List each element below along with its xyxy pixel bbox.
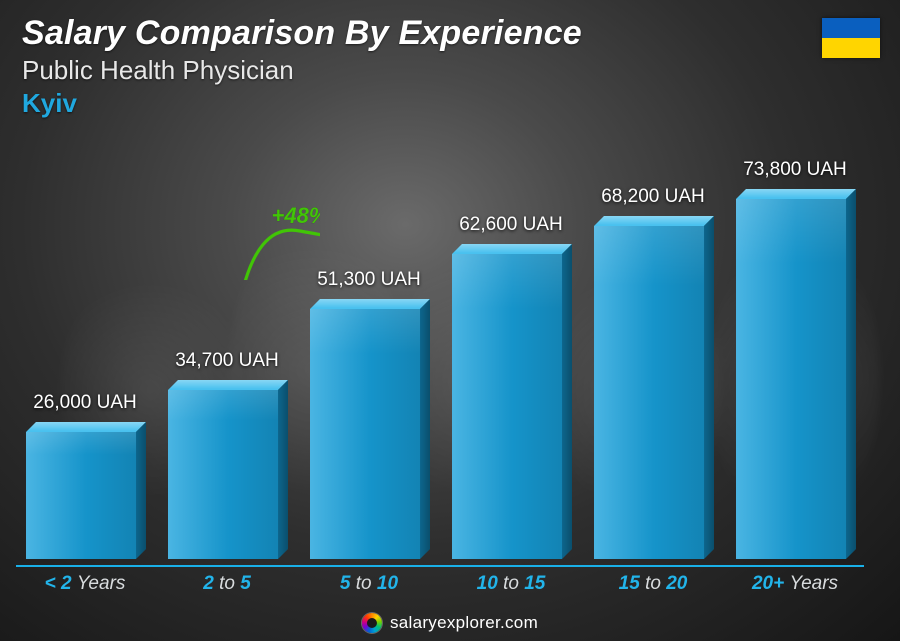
salary-bar-chart: 26,000 UAH 34,700 UAH 51,300 UAH 62,600 UAH… (20, 130, 860, 601)
xtick-mid: to (645, 573, 661, 594)
xtick-post: 20 (666, 573, 687, 594)
x-tick: 5 to 10 (304, 565, 434, 601)
xtick-mid: to (219, 573, 235, 594)
xtick-post: 10 (377, 573, 398, 594)
xtick-post: Years (789, 573, 838, 594)
footer-brand: salaryexplorer.com (362, 613, 538, 633)
x-tick: < 2 Years (20, 565, 150, 601)
bar-value-label: 73,800 UAH (743, 159, 847, 181)
chart-subtitle: Public Health Physician (22, 55, 820, 86)
xtick-pre: 20+ (752, 573, 784, 594)
bar-value-label: 34,700 UAH (175, 350, 279, 372)
chart-location: Kyiv (22, 88, 820, 119)
bar-group: 68,200 UAH (588, 186, 718, 559)
xtick-pre: 2 (203, 573, 214, 594)
xtick-post: Years (77, 573, 126, 594)
xtick-post: 15 (524, 573, 545, 594)
bar-group: 62,600 UAH (446, 214, 576, 559)
bar-value-label: 51,300 UAH (317, 269, 421, 291)
chart-header: Salary Comparison By Experience Public H… (22, 14, 820, 119)
bar-group: 73,800 UAH (730, 159, 860, 559)
x-tick: 10 to 15 (446, 565, 576, 601)
brand-logo-icon (362, 613, 382, 633)
flag-top (822, 18, 880, 38)
chart-title: Salary Comparison By Experience (22, 14, 820, 53)
bar (588, 216, 718, 559)
xtick-pre: 5 (340, 573, 351, 594)
xtick-mid: to (356, 573, 372, 594)
bar-group: 51,300 UAH (304, 269, 434, 559)
xtick-mid: to (503, 573, 519, 594)
bar (730, 189, 860, 559)
bar-group: 26,000 UAH (20, 392, 150, 559)
x-tick: 15 to 20 (588, 565, 718, 601)
bar (304, 299, 434, 559)
xtick-post: 5 (240, 573, 251, 594)
xtick-pre: < 2 (45, 573, 72, 594)
x-axis: < 2 Years2 to 55 to 1010 to 1515 to 2020… (20, 563, 860, 601)
bar-value-label: 62,600 UAH (459, 214, 563, 236)
flag-bottom (822, 38, 880, 58)
bars-container: 26,000 UAH 34,700 UAH 51,300 UAH 62,600 UAH… (20, 130, 860, 559)
bar (162, 380, 292, 559)
x-tick: 2 to 5 (162, 565, 292, 601)
bar-value-label: 26,000 UAH (33, 392, 137, 414)
bar-value-label: 68,200 UAH (601, 186, 705, 208)
x-tick: 20+ Years (730, 565, 860, 601)
bar (20, 422, 150, 559)
xtick-pre: 10 (477, 573, 498, 594)
brand-text: salaryexplorer.com (390, 613, 538, 633)
xtick-pre: 15 (619, 573, 640, 594)
bar-group: 34,700 UAH (162, 350, 292, 559)
bar (446, 244, 576, 559)
country-flag (822, 18, 880, 58)
